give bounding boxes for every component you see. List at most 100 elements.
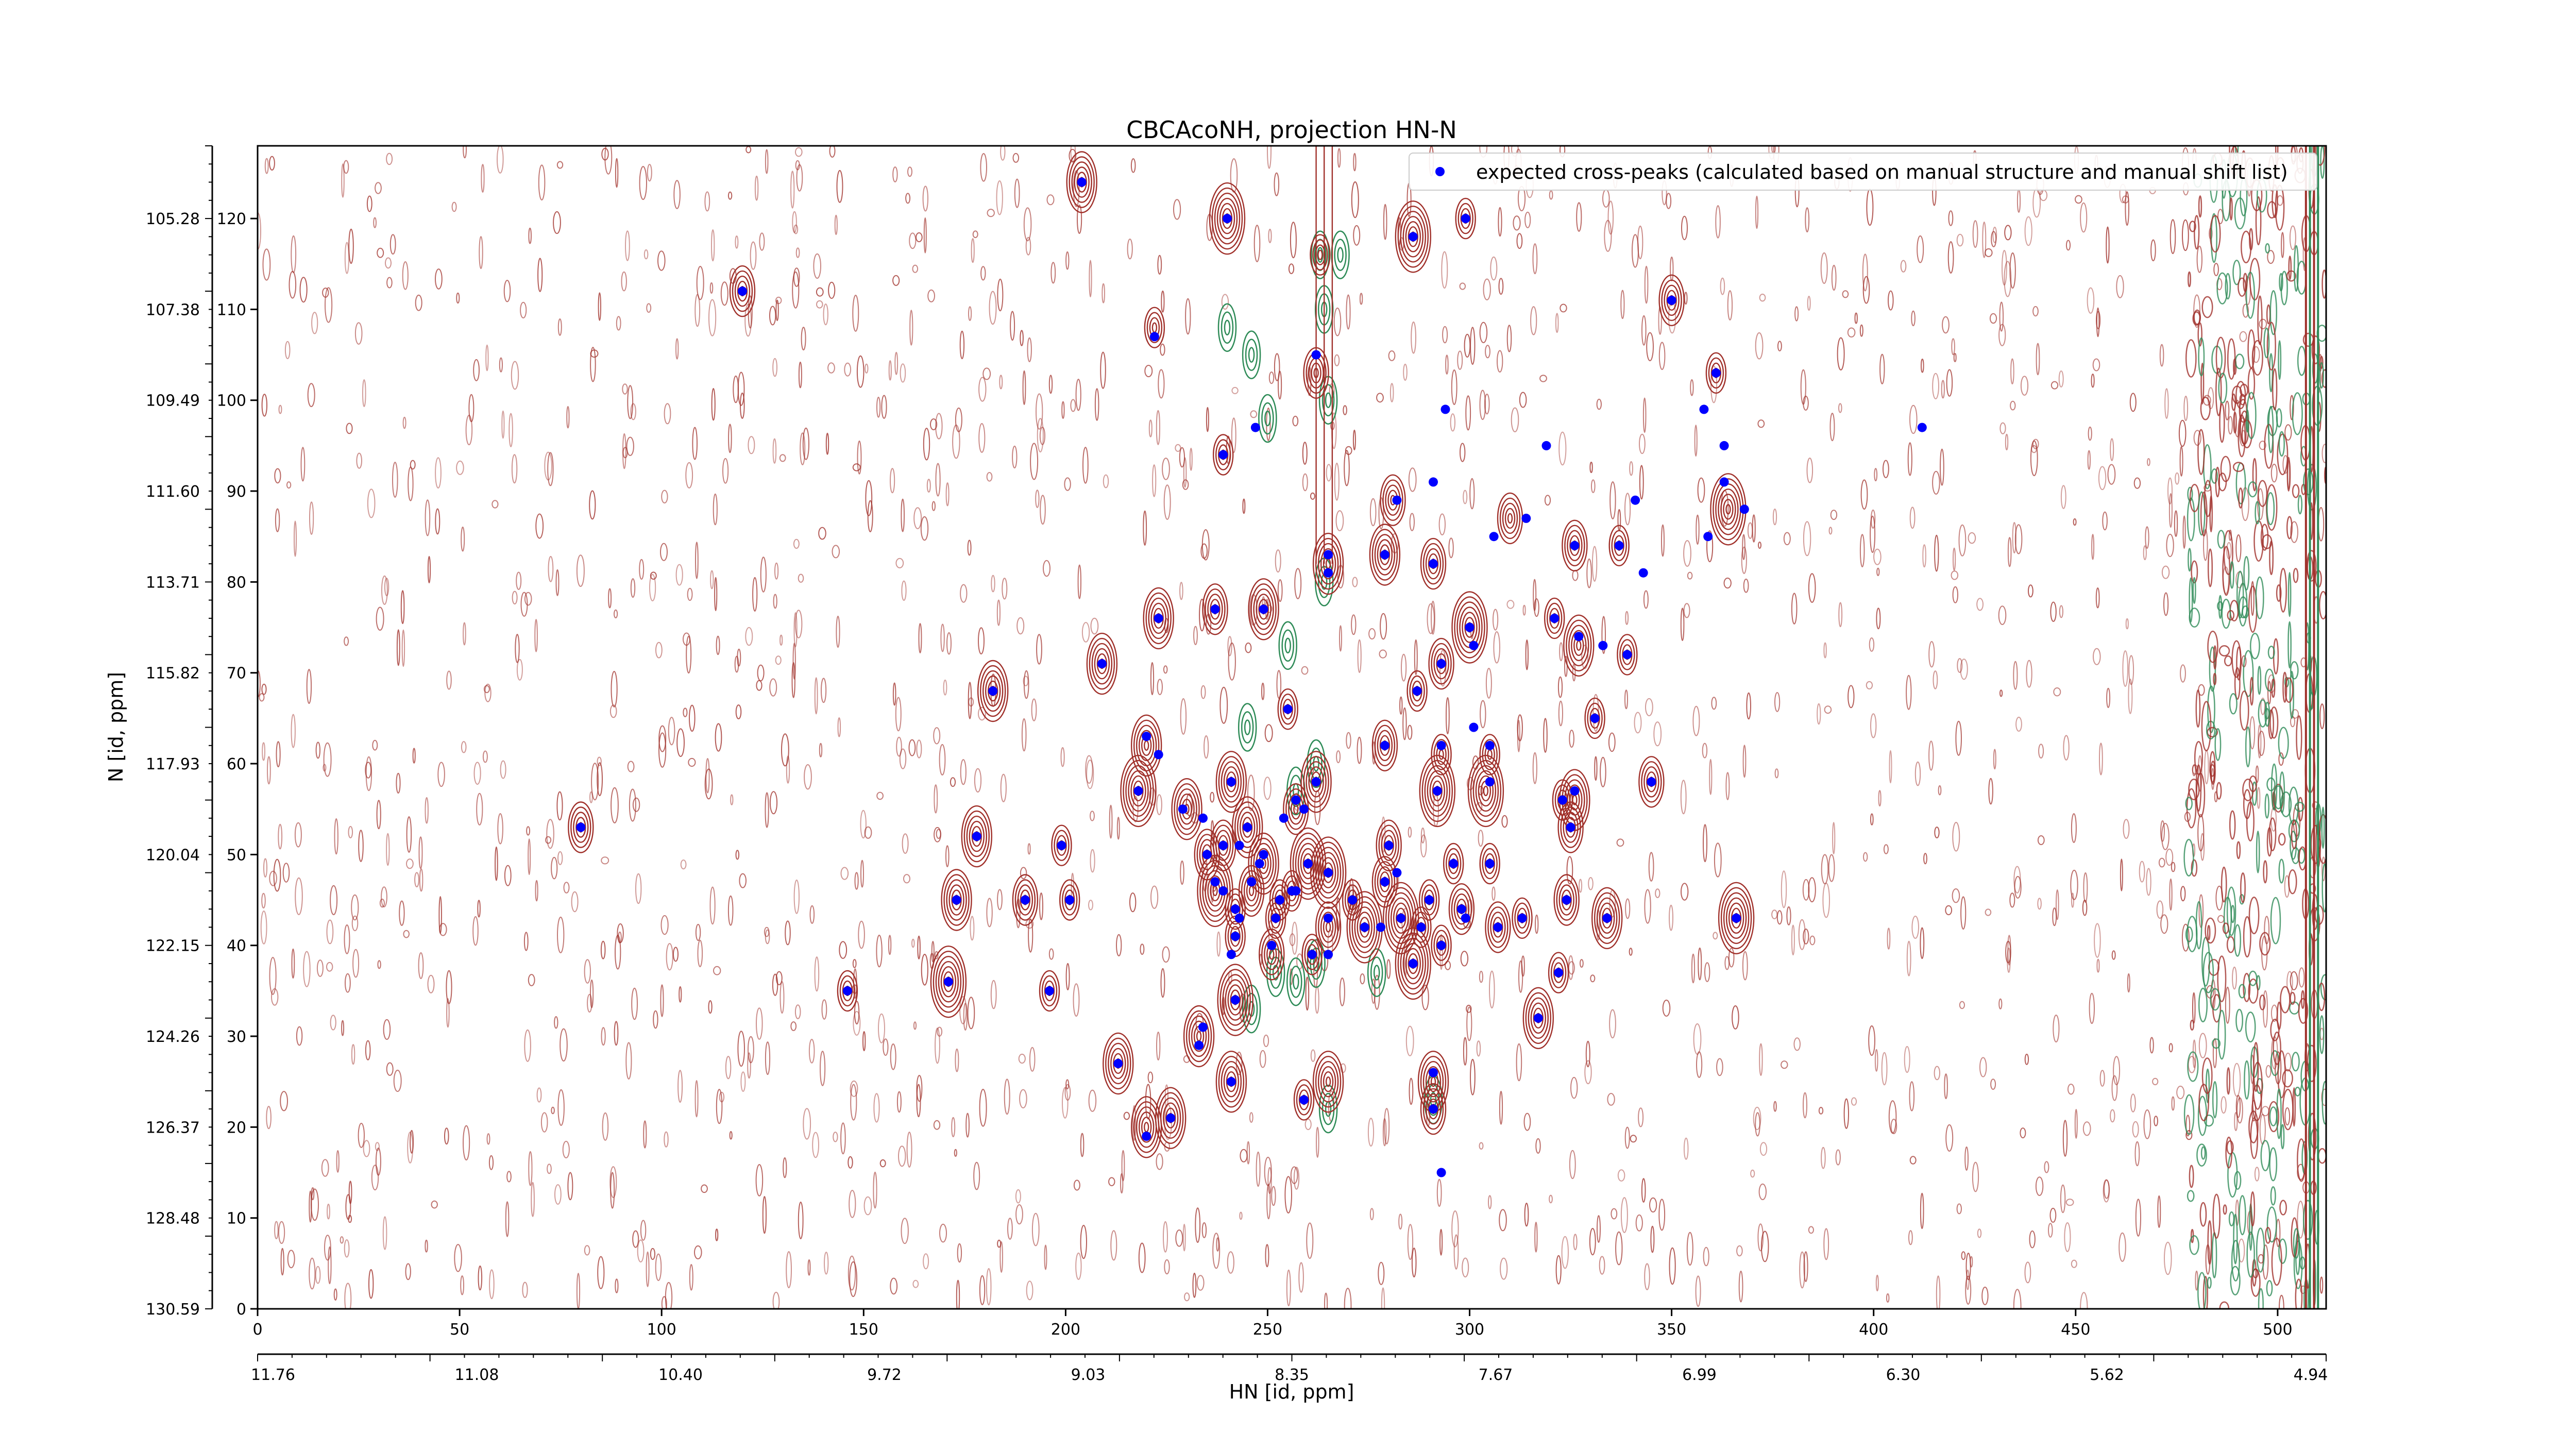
noise-contour [1693,1023,1702,1055]
noise-contour [1758,1183,1767,1200]
noise-contour [1704,962,1710,982]
noise-contour [1843,1098,1850,1129]
peak-contour-ring [1571,630,1587,662]
noise-contour [629,788,636,822]
peak-contour-ring [1296,1084,1312,1116]
edge-contour [2204,480,2212,517]
noise-contour [489,1269,495,1300]
noise-contour [1201,1222,1207,1238]
noise-contour [903,874,910,884]
noise-contour [2060,1184,2066,1214]
noise-contour [528,1151,533,1186]
cross-peak-marker [1550,613,1560,623]
noise-contour [1138,1242,1146,1273]
noise-contour [2183,395,2189,422]
noise-contour [865,480,873,516]
edge-contour [2248,481,2258,498]
noise-contour [402,261,409,290]
noise-contour [1407,724,1413,740]
cross-peak-marker [1230,932,1240,941]
edge-contour [2233,411,2237,434]
noise-contour [727,191,733,200]
peak-contour-ring [1325,922,1331,933]
noise-contour [1607,1093,1615,1106]
peak-contour-ring [1069,156,1095,208]
peak-contour-ring [1451,888,1472,930]
noise-contour [2259,1114,2266,1145]
noise-contour [819,743,823,757]
noise-contour [348,228,354,264]
noise-contour [1981,1286,1989,1305]
edge-contour [2202,952,2214,993]
noise-contour [2290,521,2299,543]
cross-peak-marker [943,977,953,987]
noise-contour [1408,827,1412,838]
noise-contour [309,1190,312,1223]
noise-contour [597,1256,605,1289]
noise-contour [1036,393,1043,430]
negative-contour-ring [1373,965,1380,981]
noise-contour [1630,1135,1637,1143]
noise-contour [1499,1209,1507,1232]
noise-contour [1152,464,1157,497]
noise-contour [1441,251,1448,289]
noise-contour [1793,1037,1801,1051]
noise-contour [1549,190,1553,200]
noise-contour [1161,290,1165,313]
noise-contour [2009,252,2016,289]
noise-contour [1755,1112,1760,1137]
peak-contour-ring [1405,221,1421,252]
noise-contour [2093,648,2101,665]
peak-contour-ring [1148,597,1169,639]
noise-contour [689,704,696,732]
noise-contour [1062,1087,1069,1119]
peak-contour-ring [977,660,1009,722]
noise-contour [2163,592,2169,616]
noise-contour [1216,931,1221,957]
noise-contour [1890,1119,1897,1134]
edge-contour [2229,810,2236,840]
noise-contour [604,146,613,175]
edge-contour [2217,530,2225,549]
noise-contour [946,632,952,655]
noise-contour [1271,1186,1276,1206]
noise-contour [481,164,485,193]
noise-contour [2029,1230,2036,1249]
noise-contour [2281,232,2284,258]
cross-peak-marker [1541,441,1551,450]
noise-contour [1653,721,1662,747]
edge-contour [2233,1214,2238,1265]
noise-contour [1609,1009,1616,1039]
peak-contour-ring [1317,906,1339,948]
noise-contour [790,171,795,209]
noise-contour [598,292,602,321]
peak-contour-ring [1708,357,1724,389]
noise-contour [1290,222,1297,259]
peak-contour-ring [979,665,1006,717]
noise-contour [2092,358,2100,372]
noise-contour [1028,918,1033,953]
noise-contour [1687,571,1693,580]
noise-contour [913,1021,917,1030]
noise-contour [1566,856,1573,885]
cross-peak-marker [1917,423,1927,432]
noise-contour [2099,1070,2105,1087]
x-axis-ppm: 11.76 11.08 10.40 9.72 9.03 8.35 7.67 6.99 6.30 5… [251,1354,2328,1384]
noise-contour [2143,1109,2151,1139]
noise-contour [1569,1150,1576,1180]
cross-peak-marker [1699,405,1709,414]
cross-peak-marker [1348,895,1358,905]
noise-contour [1914,761,1921,786]
noise-contour [1460,951,1469,967]
peak-contour-ring [1250,583,1277,635]
noise-contour [351,915,359,932]
noise-contour [1075,1252,1082,1280]
peak-contour-ring [1317,1060,1339,1103]
noise-contour [1380,613,1387,640]
peak-contour-ring [1374,534,1396,576]
noise-contour [794,1004,801,1019]
noise-contour [1103,474,1109,488]
noise-contour [1940,448,1944,486]
noise-contour [860,860,864,888]
peak-contour-ring [1205,588,1226,630]
